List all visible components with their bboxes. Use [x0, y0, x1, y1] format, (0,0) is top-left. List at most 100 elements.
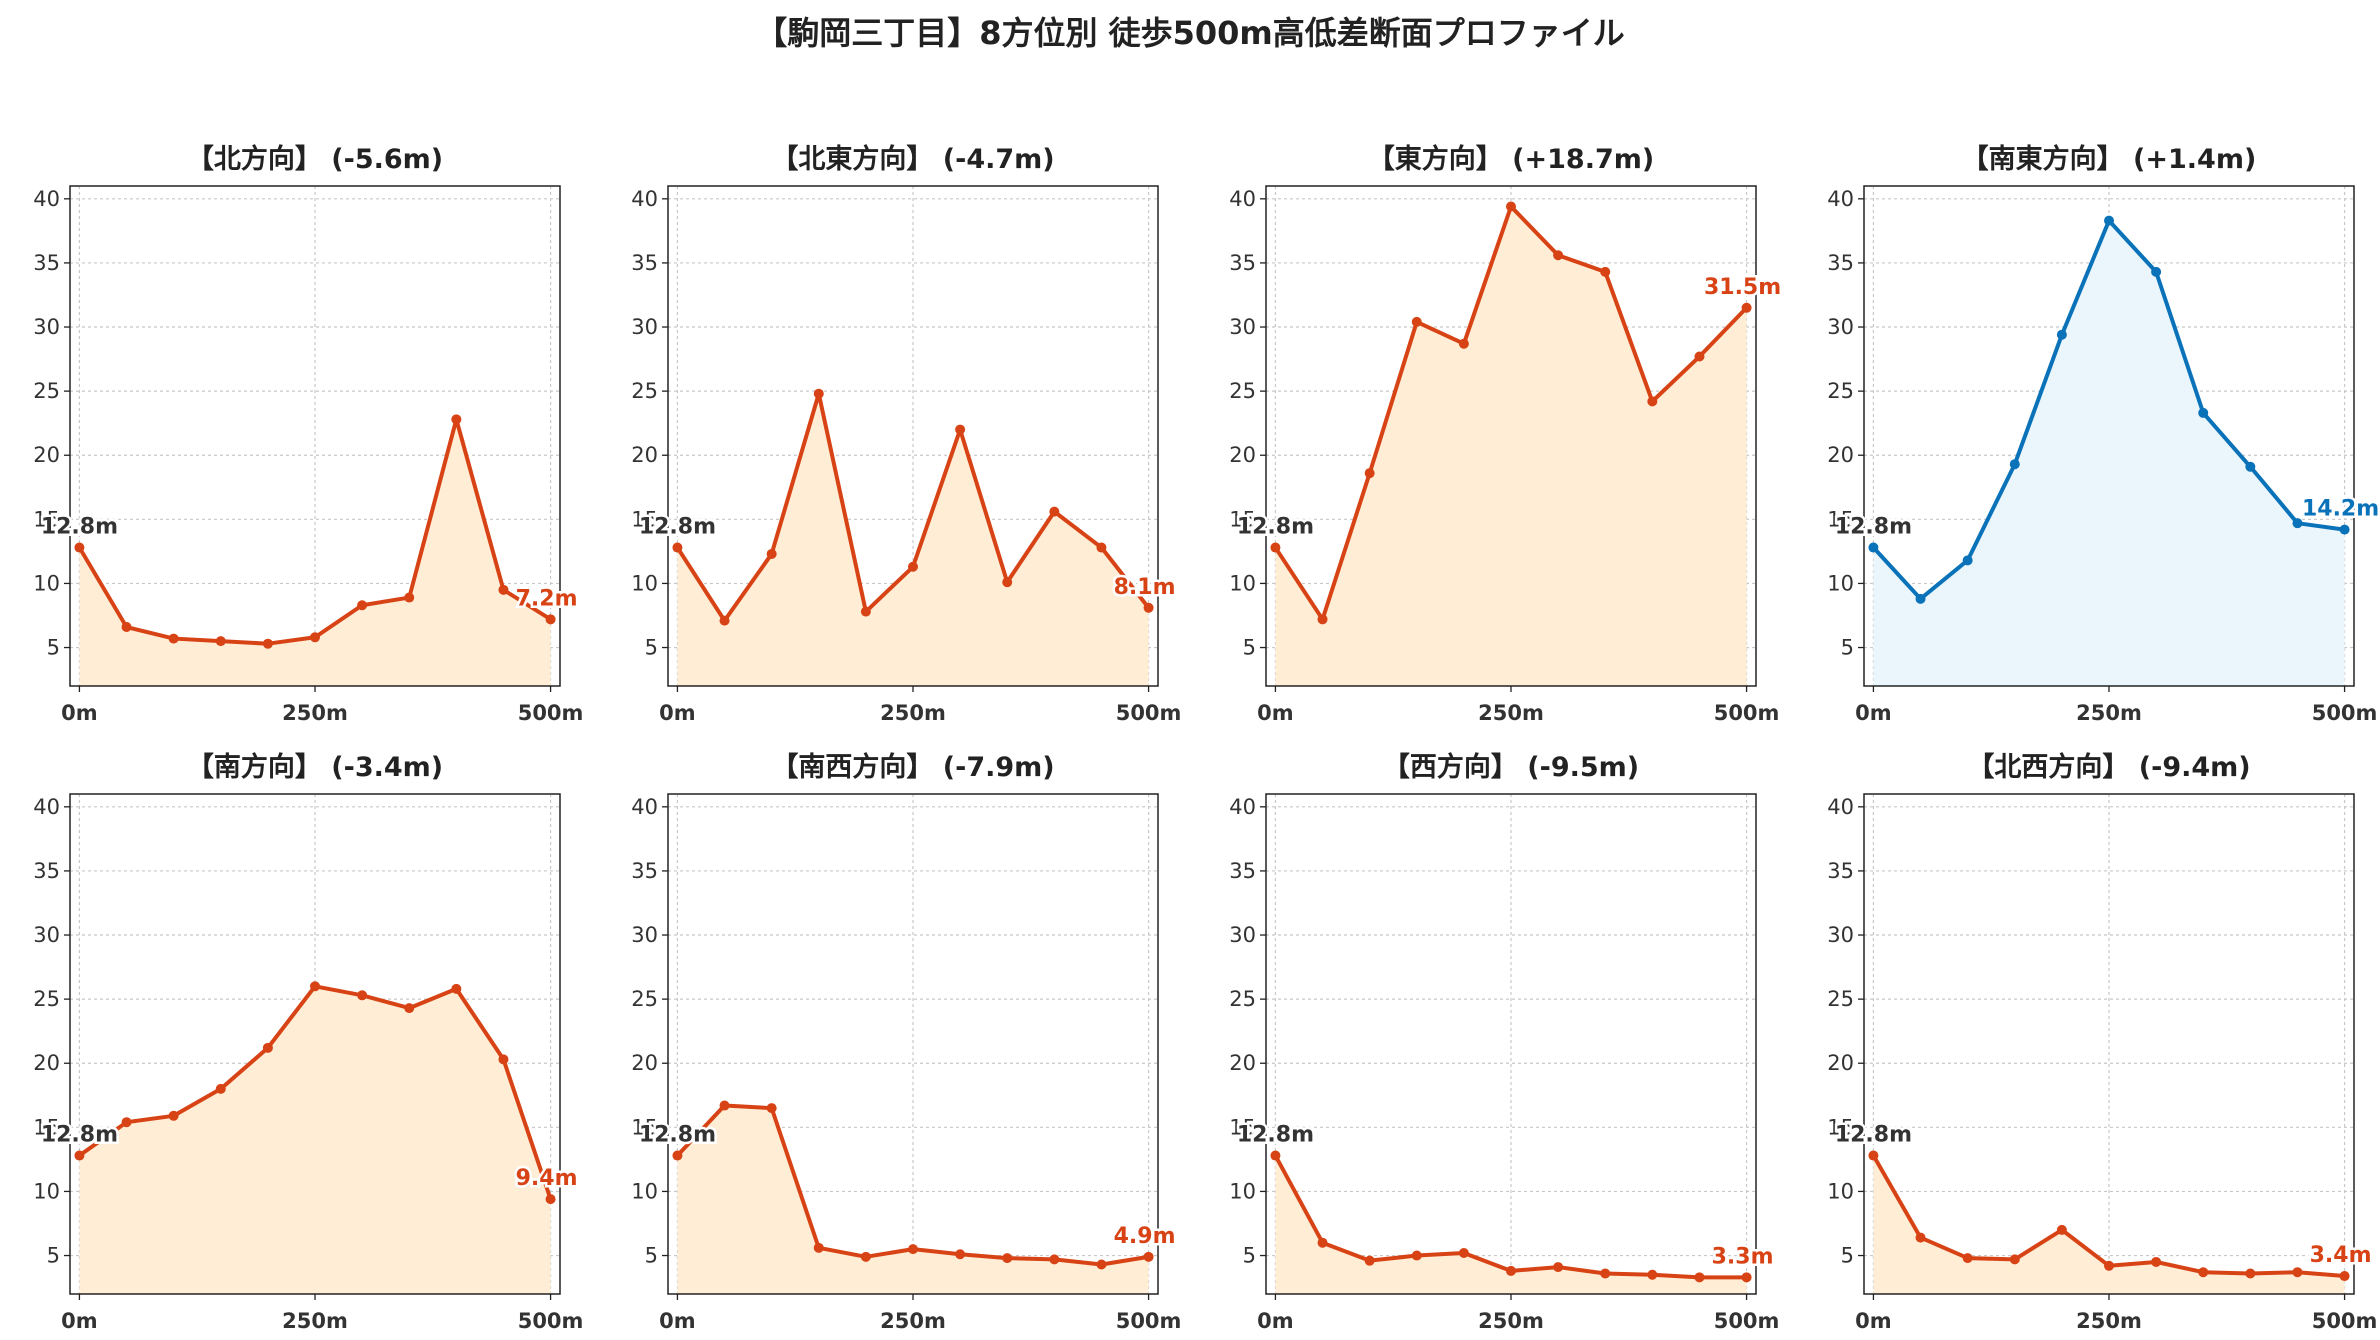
x-tick-label: 0m	[1855, 1309, 1892, 1333]
data-point	[2245, 461, 2256, 472]
y-tick-label: 35	[631, 859, 658, 883]
data-point	[451, 983, 462, 994]
data-point	[1364, 1255, 1375, 1266]
data-point	[310, 632, 320, 643]
data-point	[1458, 1247, 1469, 1258]
y-tick-label: 35	[631, 251, 658, 275]
start-value-label: 12.8m	[1237, 1123, 1314, 1148]
start-value-label: 12.8m	[41, 1123, 118, 1148]
y-tick-label: 5	[47, 636, 60, 660]
data-point	[1694, 1272, 1705, 1283]
y-tick-label: 20	[33, 1051, 60, 1075]
data-point	[1915, 1232, 1926, 1243]
data-point	[2245, 1268, 2256, 1279]
y-tick-label: 10	[631, 1179, 658, 1203]
data-point	[908, 1244, 918, 1255]
data-point	[766, 1103, 777, 1114]
start-value-label: 12.8m	[639, 515, 716, 540]
y-tick-label: 20	[1229, 443, 1256, 467]
end-value-label: 14.2m	[2302, 497, 2379, 522]
area-fill	[1873, 220, 2345, 686]
axes-frame	[1265, 793, 1757, 1295]
data-point	[719, 615, 730, 626]
y-tick-label: 30	[631, 923, 658, 947]
y-tick-label: 10	[33, 571, 60, 595]
y-tick-label: 20	[1229, 1051, 1256, 1075]
data-point	[2151, 266, 2162, 277]
y-tick-label: 30	[1827, 923, 1854, 947]
y-tick-label: 20	[1827, 1051, 1854, 1075]
chart-panel: 【南西方向】 (-7.9m) 5 10 15 20 25 30 35 40 0m 250m 500m 1…	[631, 751, 1181, 1333]
y-tick-label: 40	[33, 795, 60, 819]
x-tick-label: 0m	[61, 1309, 98, 1333]
axes-frame	[667, 793, 1159, 1295]
data-point	[2151, 1256, 2162, 1267]
x-tick-label: 0m	[61, 701, 98, 725]
data-point	[1049, 506, 1060, 517]
chart-panel: 【南方向】 (-3.4m) 5 10 15 20 25 30 35 40 0m 250m 500m 12…	[33, 751, 583, 1333]
data-point	[310, 981, 320, 992]
end-value-label: 4.9m	[1114, 1224, 1176, 1249]
panel-title: 【南西方向】 (-7.9m)	[771, 751, 1054, 783]
data-point	[813, 1242, 824, 1253]
data-point	[1741, 302, 1752, 313]
data-point	[672, 542, 683, 553]
area-fill	[79, 986, 551, 1294]
data-point	[1553, 250, 1564, 261]
panel-title: 【北西方向】 (-9.4m)	[1967, 751, 2250, 783]
y-tick-label: 40	[1229, 795, 1256, 819]
area-fill	[677, 393, 1149, 686]
axes-frame	[667, 185, 1159, 687]
area-fill	[677, 1105, 1149, 1294]
data-point	[2104, 215, 2114, 226]
data-point	[357, 600, 368, 611]
y-tick-label: 40	[631, 187, 658, 211]
start-value-label: 12.8m	[1835, 1123, 1912, 1148]
data-point	[1096, 542, 1107, 553]
y-tick-label: 25	[1827, 379, 1854, 403]
data-point	[2339, 524, 2350, 535]
data-point	[1411, 316, 1422, 327]
x-tick-label: 0m	[1257, 701, 1294, 725]
data-point	[672, 1150, 683, 1161]
x-tick-label: 250m	[880, 1309, 946, 1333]
data-point	[2292, 518, 2303, 529]
data-point	[860, 1251, 871, 1262]
y-tick-label: 35	[33, 251, 60, 275]
x-tick-label: 250m	[1478, 701, 1544, 725]
data-point	[1049, 1254, 1060, 1265]
y-tick-label: 25	[1229, 987, 1256, 1011]
x-tick-label: 0m	[1257, 1309, 1294, 1333]
x-tick-label: 500m	[1714, 1309, 1780, 1333]
data-point	[766, 548, 777, 559]
y-tick-label: 15	[1229, 507, 1256, 531]
y-tick-label: 10	[33, 1179, 60, 1203]
y-tick-label: 25	[33, 379, 60, 403]
data-point	[1317, 1237, 1328, 1248]
data-point	[1741, 1272, 1752, 1283]
panel-title: 【北方向】 (-5.6m)	[187, 143, 443, 175]
x-tick-label: 500m	[1714, 701, 1780, 725]
end-value-label: 3.4m	[2310, 1243, 2372, 1268]
data-point	[1868, 1150, 1879, 1161]
data-point	[2009, 459, 2020, 470]
y-tick-label: 40	[1229, 187, 1256, 211]
axes-frame	[1863, 793, 2355, 1295]
data-point	[1694, 351, 1705, 362]
data-point	[1647, 396, 1658, 407]
y-tick-label: 5	[645, 1244, 658, 1268]
data-point	[498, 1054, 509, 1065]
x-tick-label: 500m	[1116, 1309, 1182, 1333]
data-point	[1600, 1268, 1611, 1279]
y-tick-label: 35	[1229, 251, 1256, 275]
y-tick-label: 25	[631, 987, 658, 1011]
data-point	[545, 614, 556, 625]
data-point	[1600, 266, 1611, 277]
y-tick-label: 40	[631, 795, 658, 819]
y-tick-label: 30	[33, 923, 60, 947]
y-tick-label: 5	[1841, 636, 1854, 660]
data-point	[1270, 542, 1281, 553]
y-tick-label: 5	[1243, 1244, 1256, 1268]
data-point	[1002, 1253, 1013, 1264]
